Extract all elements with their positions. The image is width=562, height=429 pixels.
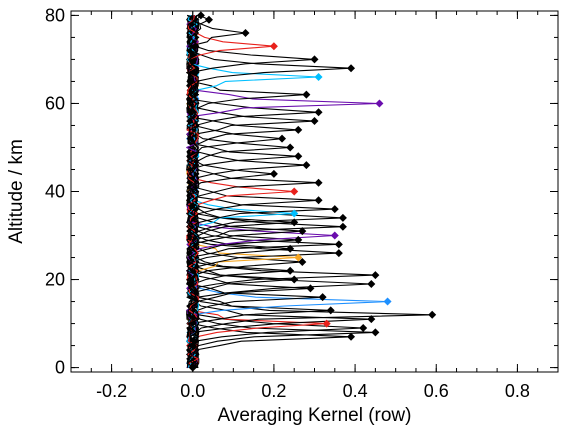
peak-marker [347,64,356,73]
peak-marker [286,244,295,253]
tick-layer: -0.2 0.0 0.2 0.4 0.6 0.8 0 20 40 60 80 [45,5,559,401]
x-tick-label: 0.8 [505,381,530,401]
peak-marker [371,271,380,280]
peak-marker [290,275,299,284]
peak-marker [322,319,331,328]
peak-marker [290,187,299,196]
peak-marker [188,341,197,350]
peak-marker [298,227,307,236]
peak-marker [302,161,311,170]
x-tick-label: 0.4 [343,381,368,401]
peak-marker [334,249,343,258]
peak-marker [269,42,278,51]
kernel-series-line [186,15,295,369]
peak-marker [302,90,311,99]
peak-marker [294,253,303,262]
peak-marker [326,306,335,315]
peak-marker [241,29,250,38]
peak-marker [310,117,319,126]
peak-marker [196,11,205,20]
peak-marker [359,323,368,332]
kernel-series-line [186,14,291,369]
peak-marker [314,73,323,82]
peak-marker [428,310,437,319]
peak-marker [290,209,299,218]
kernel-series-line [186,15,202,369]
peak-marker [269,169,278,178]
peak-marker [383,297,392,306]
marker-layer [188,11,437,372]
peak-marker [278,134,287,143]
y-tick-label: 40 [45,182,65,202]
peak-marker [371,328,380,337]
y-axis-title: Altitude / km [6,139,27,244]
x-tick-label: 0.6 [424,381,449,401]
kernel-series-line [186,14,295,368]
peak-marker [294,152,303,161]
peak-marker [367,279,376,288]
kernel-series-line [186,15,295,369]
peak-marker [310,55,319,64]
peak-marker [204,15,213,24]
peak-marker [290,218,299,227]
kernel-series-line [186,14,295,368]
y-tick-label: 20 [45,270,65,290]
peak-marker [338,213,347,222]
peak-marker [334,240,343,249]
x-tick-label: 0.2 [261,381,286,401]
y-tick-label: 0 [55,358,65,378]
kernel-series-line [186,14,291,368]
x-axis-title: Averaging Kernel (row) [218,405,412,426]
y-tick-label: 60 [45,93,65,113]
kernel-series-line [186,15,291,368]
peak-marker [347,332,356,341]
kernel-series-line [186,14,433,368]
peak-marker [338,222,347,231]
peak-marker [330,231,339,240]
series-layer [186,14,433,369]
peak-marker [298,257,307,266]
peak-marker [286,143,295,152]
peak-marker [306,284,315,293]
peak-marker [330,205,339,214]
peak-marker [318,293,327,302]
peak-marker [314,108,323,117]
peak-marker [314,196,323,205]
peak-marker [314,178,323,187]
peak-marker [367,315,376,324]
peak-marker [286,266,295,275]
kernel-series-line [186,14,210,368]
peak-marker [294,125,303,134]
y-tick-label: 80 [45,5,65,25]
peak-marker [294,235,303,244]
x-tick-label: -0.2 [96,381,127,401]
x-tick-label: 0.0 [180,381,205,401]
peak-marker [375,99,384,108]
